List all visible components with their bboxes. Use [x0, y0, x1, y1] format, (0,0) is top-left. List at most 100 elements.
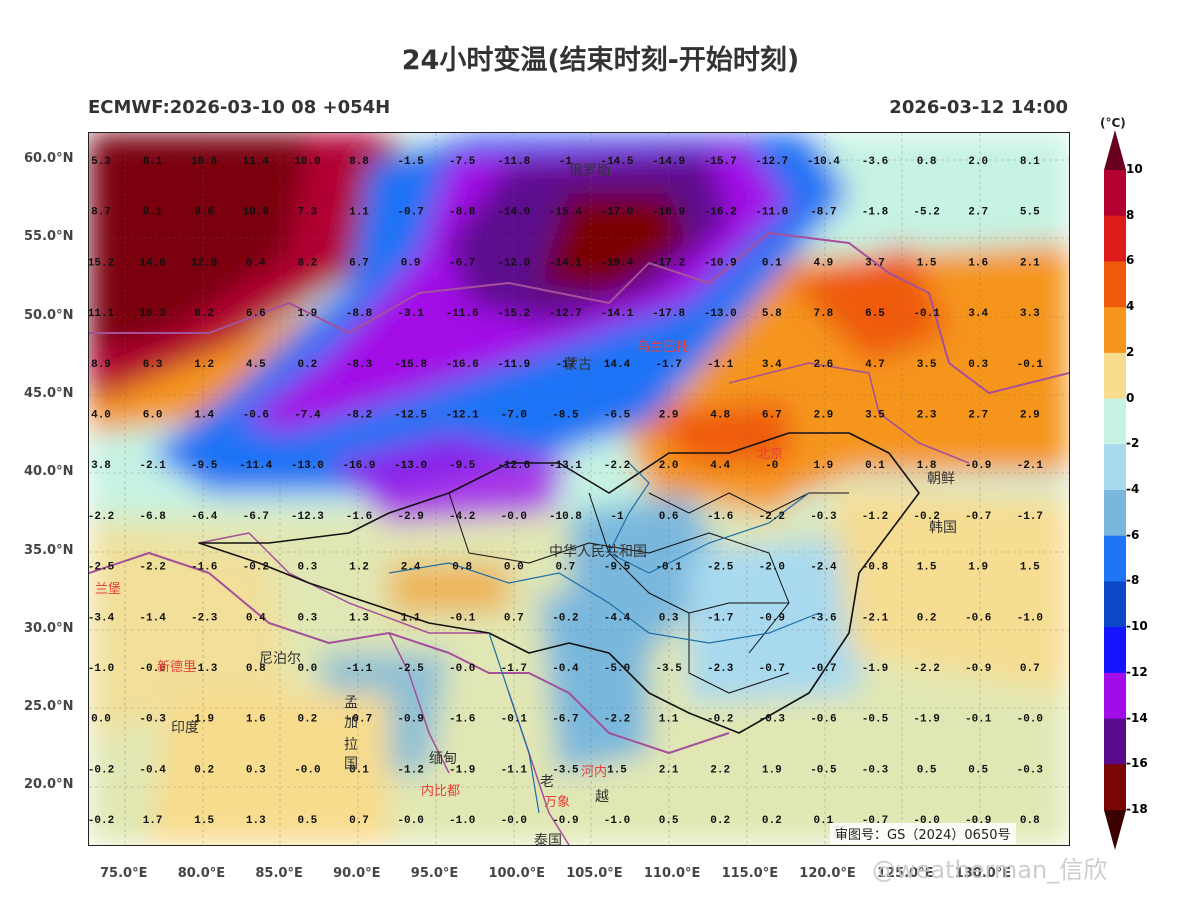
- grid-value: -9.5: [604, 562, 631, 574]
- colorbar-segment: [1104, 130, 1126, 170]
- grid-value: -0.3: [810, 511, 837, 523]
- shaded-field: [89, 133, 1069, 845]
- grid-value: -0.9: [397, 714, 423, 726]
- grid-value: 8.2: [194, 308, 214, 320]
- grid-value: -0.2: [243, 562, 269, 574]
- grid-value: -2.1: [139, 460, 166, 472]
- grid-value: 8.9: [91, 359, 111, 371]
- grid-value: 2.1: [659, 764, 679, 776]
- grid-value: -2.0: [759, 562, 785, 574]
- grid-value: 2.7: [968, 410, 988, 422]
- grid-value: -1.7: [501, 663, 527, 675]
- grid-value: -1.0: [89, 663, 114, 675]
- grid-value: 0.6: [659, 511, 679, 523]
- grid-value: -0.6: [965, 612, 991, 624]
- grid-value: -2.3: [707, 663, 734, 675]
- place-label: 河内: [581, 764, 607, 780]
- grid-value: 0.7: [504, 612, 524, 624]
- grid-value: 11.4: [243, 156, 270, 168]
- grid-value: -13.0: [394, 460, 427, 472]
- grid-value: -2.5: [89, 562, 115, 574]
- colorbar-segment: [1104, 535, 1126, 582]
- grid-value: -2.2: [604, 714, 630, 726]
- grid-value: 4.9: [813, 257, 833, 269]
- colorbar-segment: [1104, 718, 1126, 765]
- grid-value: 3.4: [968, 308, 988, 320]
- grid-value: 1.7: [143, 815, 163, 827]
- grid-value: -1.7: [707, 612, 733, 624]
- grid-value: -1.0: [604, 815, 630, 827]
- grid-value: 6.6: [246, 308, 266, 320]
- grid-value: -0.1: [913, 308, 940, 320]
- grid-value: -12.5: [394, 410, 427, 422]
- grid-value: 8.1: [1020, 156, 1040, 168]
- grid-value: 0.0: [297, 663, 317, 675]
- grid-value: 3.5: [865, 410, 885, 422]
- grid-value: -5.2: [913, 207, 939, 219]
- colorbar-tick-label: -2: [1126, 436, 1140, 451]
- colorbar-tick-label: 10: [1126, 162, 1143, 176]
- grid-value: -1.0: [1017, 612, 1043, 624]
- grid-value: 4.5: [246, 359, 266, 371]
- grid-value: 2.0: [968, 156, 988, 168]
- grid-value: 0.2: [762, 815, 782, 827]
- grid-value: -11.0: [755, 207, 788, 219]
- grid-value: -12.0: [497, 257, 530, 269]
- grid-value: -10.8: [549, 511, 582, 523]
- grid-value: -3.6: [862, 156, 888, 168]
- grid-value: 0.4: [246, 612, 266, 624]
- grid-value: -0.1: [501, 714, 528, 726]
- colorbar-tick-label: -10: [1126, 619, 1148, 634]
- grid-value: -16.9: [342, 460, 375, 472]
- place-label: 老: [540, 774, 554, 790]
- grid-value: -0.2: [552, 612, 578, 624]
- grid-value: 2.1: [1020, 257, 1040, 269]
- grid-value: 1.1: [659, 714, 679, 726]
- grid-value: 0.2: [917, 612, 937, 624]
- grid-value: 10.6: [191, 156, 217, 168]
- grid-value: -3.4: [89, 612, 115, 624]
- place-label: 国: [344, 756, 358, 772]
- grid-value: -0.1: [1017, 359, 1044, 371]
- grid-value: -2.4: [810, 562, 837, 574]
- grid-value: 8.7: [91, 207, 111, 219]
- grid-value: -2.2: [604, 460, 630, 472]
- grid-value: -0.5: [862, 714, 889, 726]
- grid-value: 7.8: [813, 308, 833, 320]
- grid-value: -0.2: [707, 714, 733, 726]
- colorbar-segment: [1104, 490, 1126, 537]
- colorbar-segment: [1104, 170, 1126, 217]
- grid-value: -2.2: [89, 511, 114, 523]
- grid-value: -1.7: [655, 359, 681, 371]
- grid-value: -3.1: [397, 308, 424, 320]
- lon-tick-label: 85.0°E: [255, 866, 303, 881]
- grid-value: -1.4: [139, 612, 166, 624]
- grid-value: 0.5: [968, 764, 988, 776]
- grid-value: -0.0: [449, 663, 475, 675]
- grid-value: 1.9: [968, 562, 988, 574]
- value-labels: 5.3 8.1 10.6 11.4 10.0 8.8 -1.5 -7.5 -11.8 -1 -14.…: [89, 156, 1069, 827]
- grid-value: 0.3: [297, 612, 317, 624]
- grid-value: -1.7: [1017, 511, 1043, 523]
- grid-value: -1: [610, 511, 624, 523]
- place-label: 乌兰巴托: [637, 339, 689, 355]
- grid-value: -6.7: [552, 714, 578, 726]
- grid-value: -0.3: [759, 714, 786, 726]
- colorbar-segment: [1104, 398, 1126, 445]
- colorbar-tick-label: -6: [1126, 527, 1140, 542]
- grid-value: -14.1: [549, 257, 582, 269]
- lon-tick-label: 80.0°E: [177, 866, 226, 881]
- grid-value: -16.2: [704, 207, 737, 219]
- place-label: 尼泊尔: [259, 651, 301, 667]
- grid-value: 3.3: [1020, 308, 1040, 320]
- grid-value: 11.1: [89, 308, 115, 320]
- grid-value: 5.5: [1020, 207, 1040, 219]
- grid-value: -10.4: [807, 156, 840, 168]
- grid-value: 6.7: [349, 257, 369, 269]
- grid-value: -0.2: [913, 511, 939, 523]
- grid-value: 1.5: [917, 562, 937, 574]
- lon-tick-label: 105.0°E: [566, 866, 623, 881]
- grid-value: -15.4: [549, 207, 582, 219]
- grid-value: 6.3: [143, 359, 163, 371]
- grid-value: 7.3: [297, 207, 317, 219]
